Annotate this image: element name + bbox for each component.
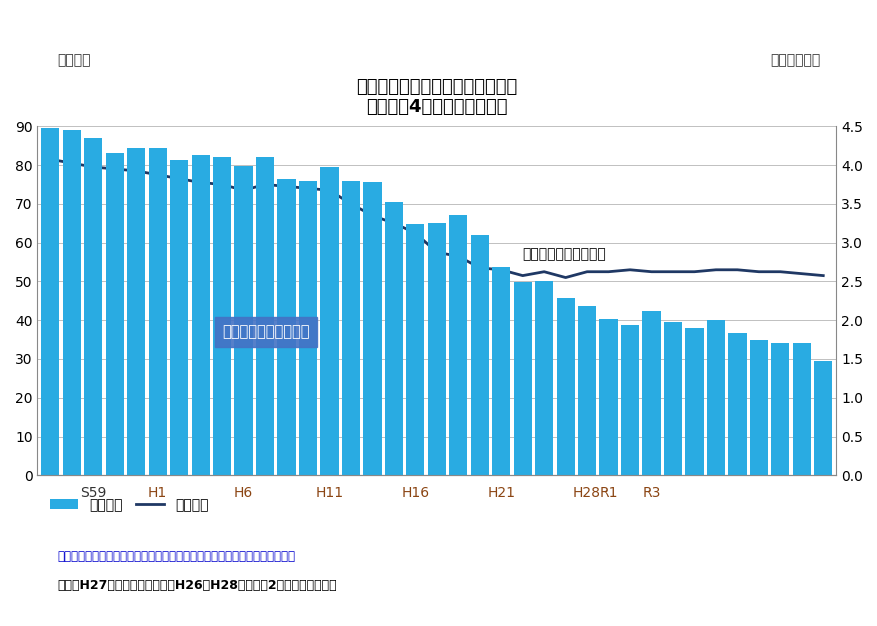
Bar bbox=[320, 167, 339, 475]
Text: 事業所数（右目盛り）: 事業所数（右目盛り） bbox=[222, 324, 310, 339]
Text: （千事業所）: （千事業所） bbox=[770, 53, 820, 67]
Bar bbox=[449, 215, 467, 475]
Bar bbox=[170, 160, 188, 475]
Bar bbox=[813, 361, 831, 475]
Bar bbox=[706, 321, 724, 475]
Bar bbox=[298, 182, 317, 475]
Bar bbox=[213, 156, 231, 475]
Text: 出典：総務省・経済産業省「工業統計調査」「経済センサス－活動調査－」: 出典：総務省・経済産業省「工業統計調査」「経済センサス－活動調査－」 bbox=[57, 550, 295, 563]
Bar bbox=[277, 179, 296, 475]
Bar bbox=[685, 328, 702, 475]
Bar bbox=[556, 299, 574, 475]
Text: （千人）: （千人） bbox=[57, 53, 90, 67]
Bar bbox=[620, 325, 638, 475]
Bar bbox=[470, 235, 488, 475]
Bar bbox=[41, 128, 60, 475]
Bar bbox=[127, 148, 146, 475]
Title: 製造業の事業所と従業者数の推移
（従業者4人以上の事業所）: 製造業の事業所と従業者数の推移 （従業者4人以上の事業所） bbox=[356, 78, 517, 116]
Bar bbox=[234, 166, 253, 475]
Bar bbox=[577, 306, 595, 475]
Bar bbox=[84, 138, 103, 475]
Bar bbox=[255, 156, 274, 475]
Bar bbox=[770, 344, 788, 475]
Legend: 事業所数, 従業者数: 事業所数, 従業者数 bbox=[45, 492, 214, 517]
Bar bbox=[406, 224, 424, 475]
Bar bbox=[191, 155, 210, 475]
Bar bbox=[642, 311, 660, 475]
Text: 注意：H27の数値がないため、H26とH28の間隔が2年になっている。: 注意：H27の数値がないため、H26とH28の間隔が2年になっている。 bbox=[57, 578, 336, 592]
Bar bbox=[792, 344, 810, 475]
Bar bbox=[341, 182, 360, 475]
Bar bbox=[105, 153, 124, 475]
Text: 従業者数（左目盛り）: 従業者数（左目盛り） bbox=[522, 247, 606, 261]
Bar bbox=[534, 282, 553, 475]
Bar bbox=[599, 319, 617, 475]
Bar bbox=[363, 182, 381, 475]
Bar bbox=[148, 148, 167, 475]
Bar bbox=[427, 223, 446, 475]
Bar bbox=[749, 339, 767, 475]
Bar bbox=[384, 202, 403, 475]
Bar bbox=[491, 267, 510, 475]
Bar bbox=[727, 334, 745, 475]
Bar bbox=[62, 130, 81, 475]
Bar bbox=[513, 282, 531, 475]
Bar bbox=[663, 322, 681, 475]
